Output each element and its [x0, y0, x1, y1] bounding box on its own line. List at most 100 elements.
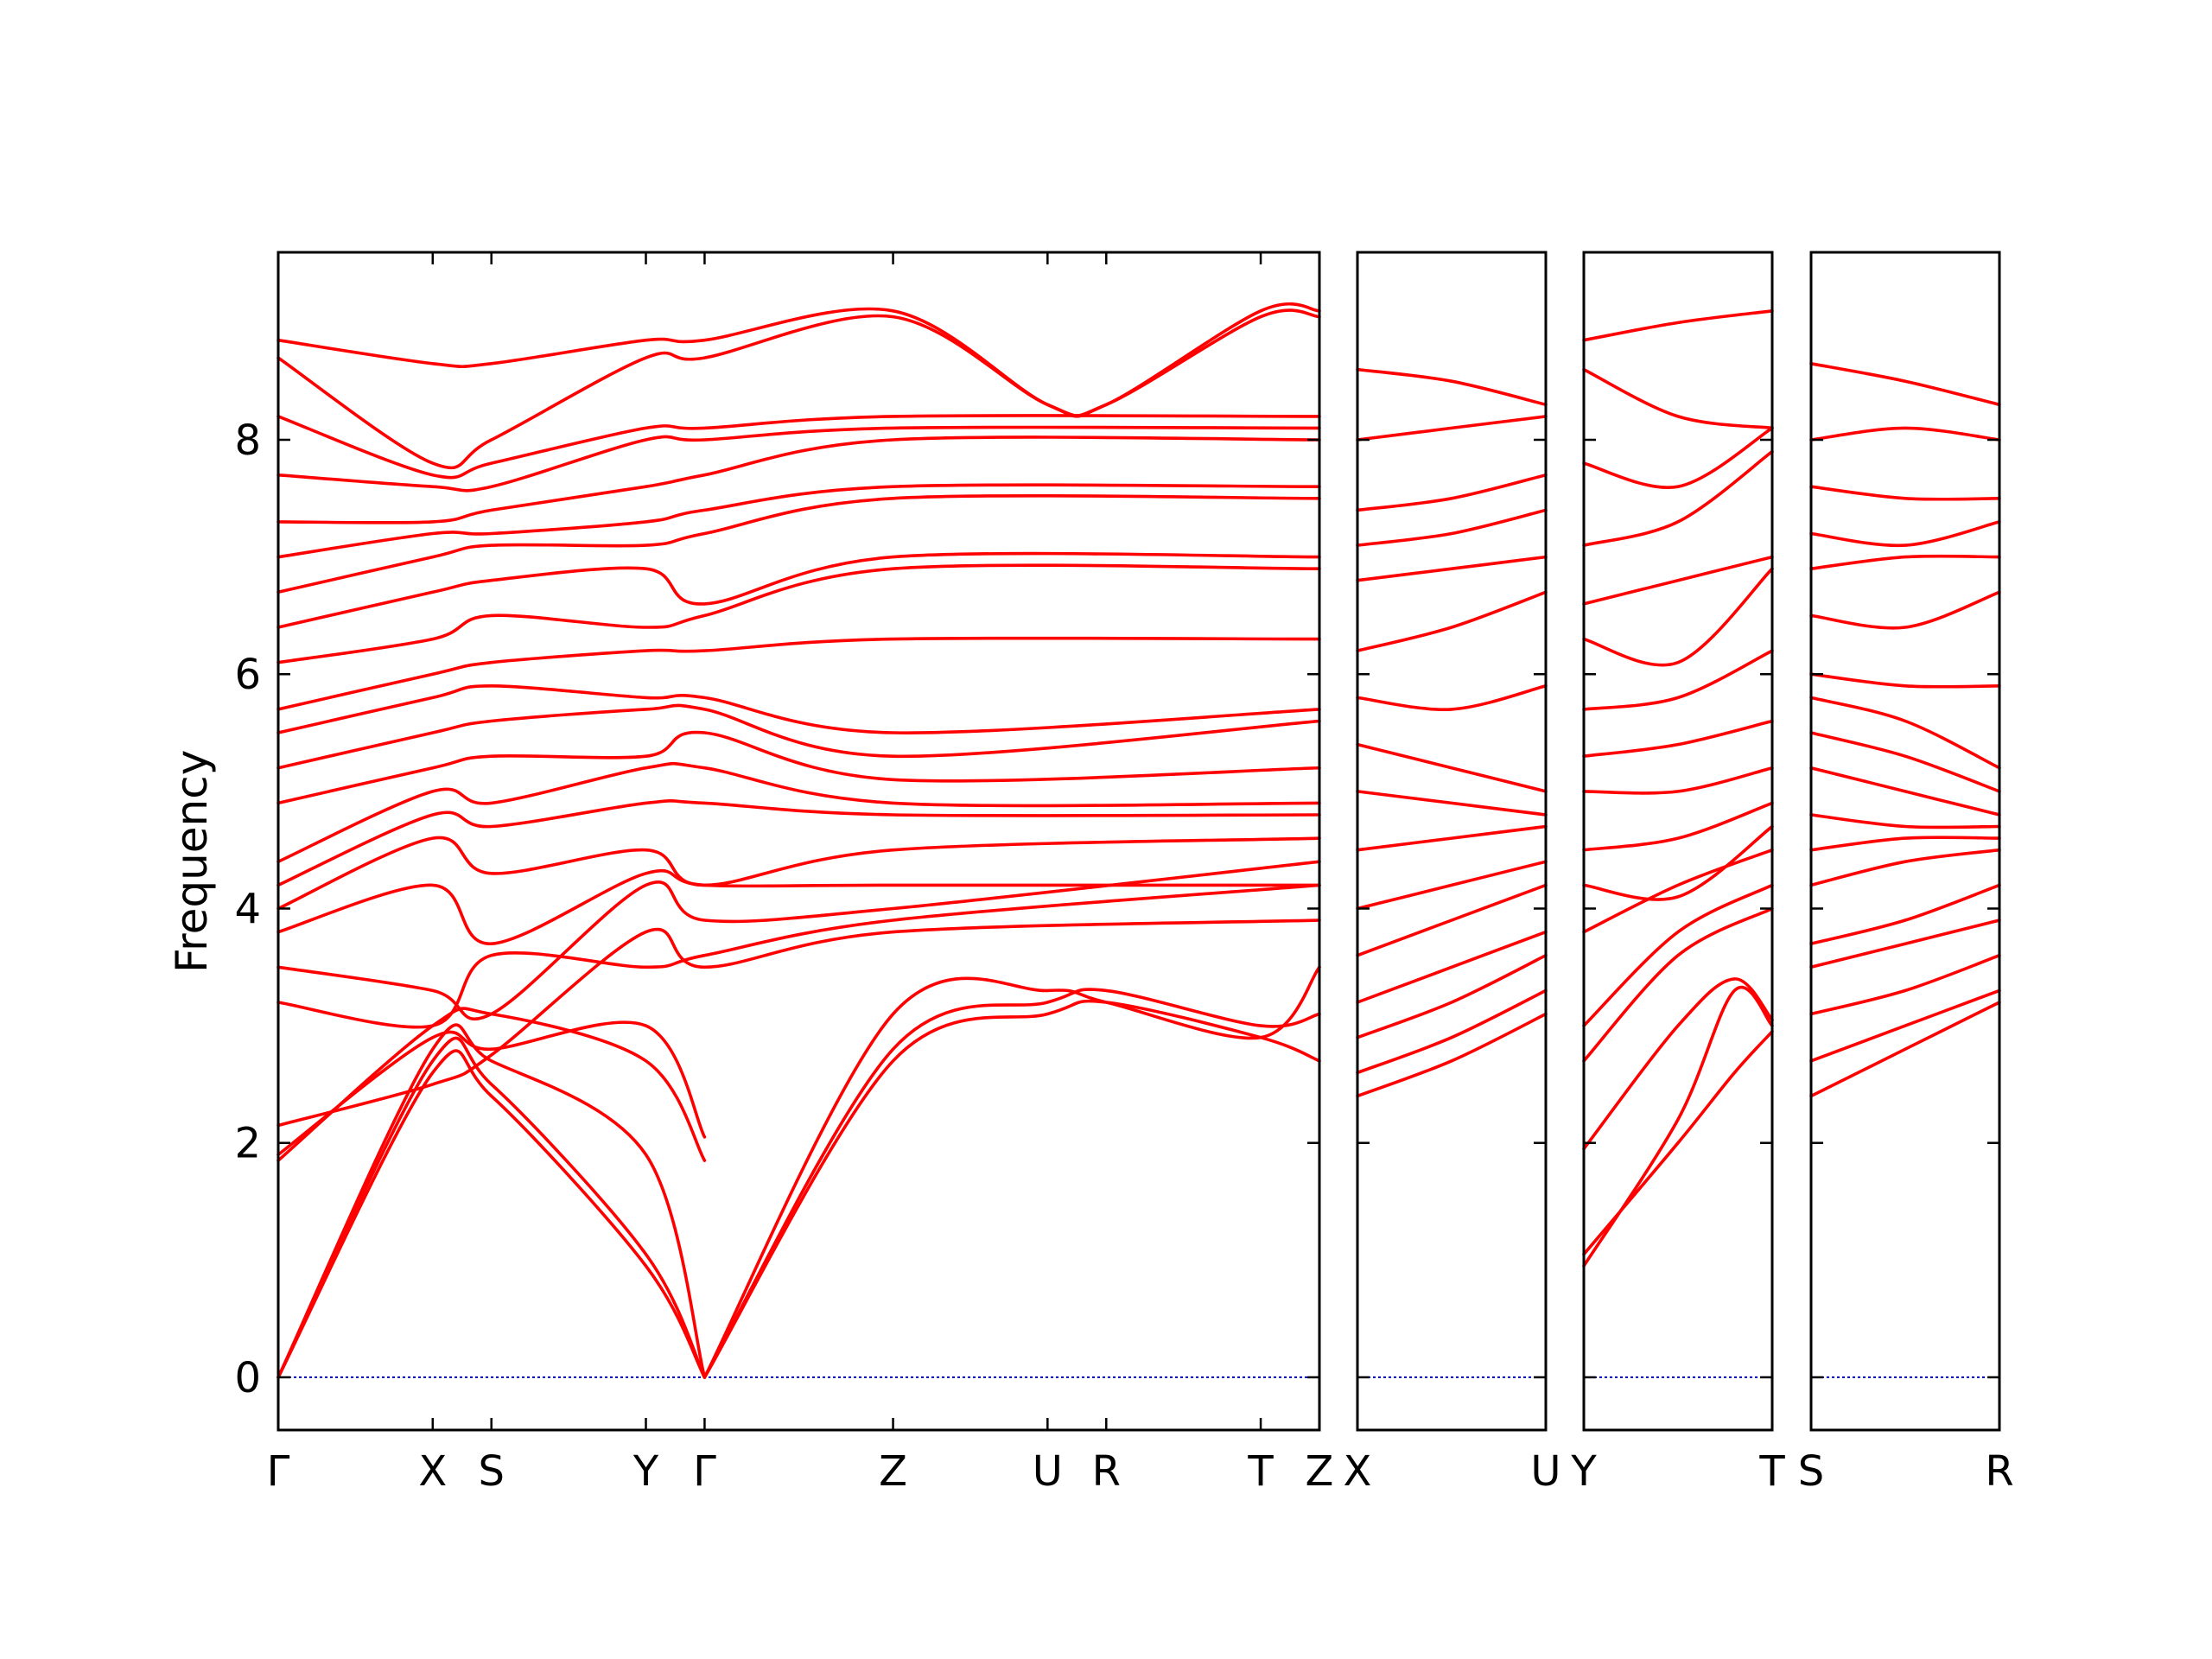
band-line — [276, 1023, 707, 1379]
band-line — [1356, 953, 1548, 1039]
band-line — [1809, 988, 2001, 1063]
panel-frame — [1582, 251, 1774, 1432]
band-line — [1356, 590, 1548, 652]
x-tick-label: U — [1530, 1447, 1560, 1496]
y-tick-label: 8 — [234, 416, 261, 465]
band-line — [1356, 415, 1548, 442]
band-line — [702, 999, 1321, 1379]
band-line — [1809, 485, 2001, 501]
band-line — [1582, 801, 1774, 852]
band-line — [1582, 824, 1774, 901]
band-line — [276, 483, 1321, 559]
band-line — [1809, 731, 2001, 793]
band-line — [1356, 860, 1548, 911]
band-line — [1809, 696, 2001, 770]
band-line — [1809, 883, 2001, 945]
band-line — [276, 703, 1321, 770]
x-tick-label: Y — [1570, 1447, 1597, 1496]
x-tick-label: Z — [879, 1447, 907, 1496]
band-line — [1809, 520, 2001, 548]
band-line — [1582, 906, 1774, 1063]
band-line — [276, 493, 1321, 594]
band-line — [1356, 473, 1548, 512]
band-line — [1582, 449, 1774, 547]
band-line — [276, 414, 1321, 480]
band-line — [276, 883, 1321, 1029]
band-line — [1582, 977, 1774, 1151]
x-tick-label: Γ — [267, 1447, 290, 1496]
band-line — [1809, 554, 2001, 570]
band-line — [1582, 309, 1774, 342]
band-line — [1582, 848, 1774, 934]
band-line — [1582, 883, 1774, 1027]
band-line — [276, 563, 1321, 664]
y-tick-label: 4 — [234, 885, 261, 933]
band-line — [1809, 1001, 2001, 1098]
band-line — [276, 302, 1321, 418]
band-line — [1356, 367, 1548, 407]
band-line — [1356, 508, 1548, 547]
band-line — [1582, 1030, 1774, 1256]
x-tick-label: Y — [632, 1447, 659, 1496]
band-line — [1356, 824, 1548, 852]
band-line — [702, 988, 1321, 1379]
band-line — [1356, 684, 1548, 711]
band-line — [276, 860, 1321, 1021]
band-line — [276, 761, 1321, 863]
band-line — [276, 868, 1321, 946]
band-line — [1356, 555, 1548, 582]
x-tick-label: S — [478, 1447, 504, 1496]
panel-frame — [1356, 251, 1548, 1432]
band-line — [276, 918, 1321, 1128]
panel-frame — [276, 251, 1321, 1432]
band-line — [1356, 790, 1548, 817]
x-tick-label: U — [1033, 1447, 1063, 1496]
band-line — [1356, 988, 1548, 1075]
band-line — [1809, 813, 2001, 830]
band-line — [276, 1020, 707, 1157]
band-line — [276, 435, 1321, 524]
x-tick-label: T — [1247, 1447, 1274, 1496]
band-line — [276, 636, 1321, 711]
band-line — [1809, 953, 2001, 1016]
band-line — [1582, 367, 1774, 430]
band-line — [276, 551, 1321, 629]
band-line — [1582, 719, 1774, 758]
band-line — [276, 799, 1321, 887]
band-line — [1356, 742, 1548, 793]
x-tick-label: Γ — [693, 1447, 716, 1496]
panel-frame — [1809, 251, 2001, 1432]
x-tick-label: R — [1092, 1447, 1121, 1496]
y-tick-label: 0 — [234, 1354, 261, 1402]
x-tick-label: R — [1985, 1447, 2013, 1496]
band-line — [1809, 766, 2001, 817]
band-line — [1809, 672, 2001, 689]
band-line — [1809, 426, 2001, 442]
x-tick-label: X — [1344, 1447, 1372, 1496]
band-line — [276, 425, 1321, 493]
band-line — [1809, 836, 2001, 852]
band-line — [1582, 766, 1774, 795]
band-line — [276, 1036, 707, 1379]
y-axis-title: Frequency — [167, 749, 217, 973]
band-line — [1582, 426, 1774, 490]
band-line — [702, 965, 1321, 1379]
x-tick-label: T — [1758, 1447, 1785, 1496]
band-line — [1356, 930, 1548, 1004]
band-line — [276, 684, 1321, 734]
band-line — [1356, 883, 1548, 957]
band-line — [276, 836, 1321, 911]
band-line — [1809, 590, 2001, 630]
band-line — [1582, 555, 1774, 606]
y-tick-label: 6 — [234, 651, 261, 699]
band-line — [1582, 567, 1774, 667]
band-line — [276, 1049, 707, 1379]
band-line — [1809, 848, 2001, 887]
band-line — [1809, 918, 2001, 969]
band-line — [1356, 1012, 1548, 1098]
x-tick-label: S — [1798, 1447, 1824, 1496]
x-tick-label: Z — [1306, 1447, 1334, 1496]
band-line — [276, 308, 1321, 470]
band-line — [1809, 362, 2001, 407]
